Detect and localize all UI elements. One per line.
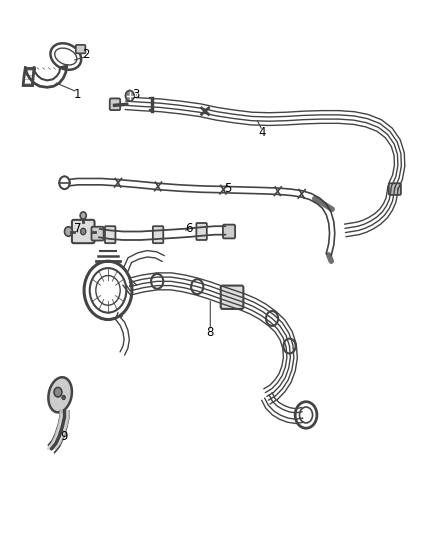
- Circle shape: [80, 212, 86, 219]
- FancyBboxPatch shape: [221, 286, 244, 309]
- FancyBboxPatch shape: [72, 220, 95, 243]
- Circle shape: [64, 227, 72, 236]
- Circle shape: [125, 91, 134, 101]
- FancyBboxPatch shape: [389, 183, 401, 195]
- FancyBboxPatch shape: [196, 223, 207, 240]
- Circle shape: [62, 395, 65, 400]
- Circle shape: [54, 387, 62, 397]
- Text: 6: 6: [185, 222, 192, 235]
- FancyBboxPatch shape: [110, 99, 120, 110]
- FancyBboxPatch shape: [76, 45, 85, 53]
- Text: 1: 1: [74, 87, 81, 101]
- Text: 8: 8: [207, 326, 214, 340]
- Text: 9: 9: [61, 430, 68, 443]
- Text: 5: 5: [224, 182, 231, 195]
- Text: 7: 7: [74, 222, 81, 236]
- Text: 3: 3: [133, 87, 140, 101]
- FancyBboxPatch shape: [223, 224, 235, 238]
- Ellipse shape: [48, 377, 72, 413]
- Circle shape: [95, 228, 101, 235]
- Polygon shape: [47, 411, 69, 449]
- Text: 2: 2: [82, 48, 90, 61]
- FancyBboxPatch shape: [153, 226, 163, 243]
- Text: 4: 4: [259, 126, 266, 140]
- FancyBboxPatch shape: [92, 227, 104, 240]
- FancyBboxPatch shape: [105, 226, 116, 243]
- Circle shape: [81, 228, 86, 235]
